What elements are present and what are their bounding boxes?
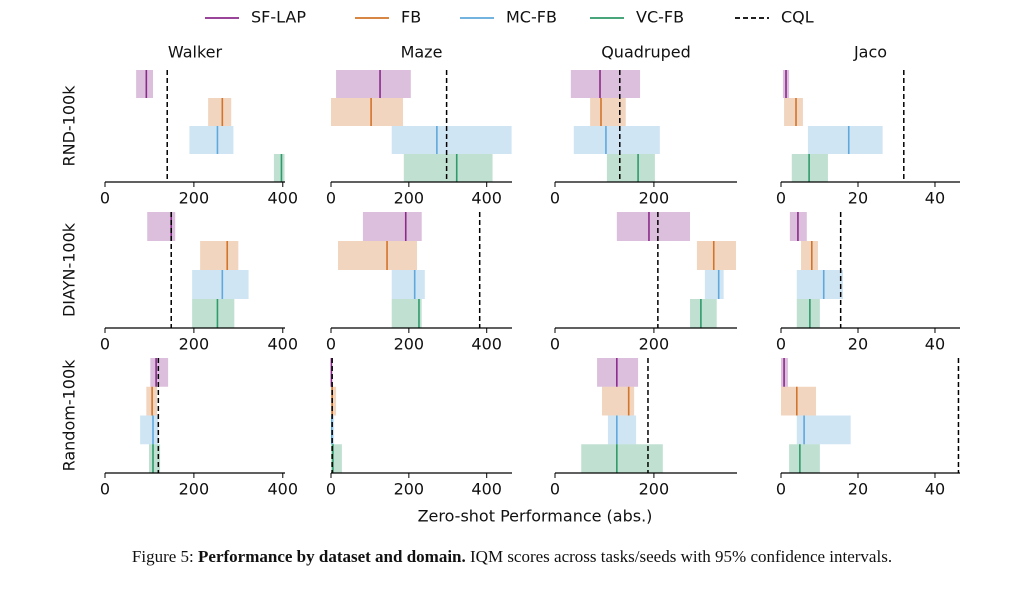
- x-tick-label: 20: [848, 189, 868, 208]
- ci-bar: [338, 241, 418, 270]
- legend-label: CQL: [781, 8, 814, 27]
- legend-label: MC-FB: [506, 8, 557, 27]
- ci-bar: [192, 270, 249, 299]
- ci-bar: [136, 70, 153, 98]
- ci-bar: [149, 444, 161, 473]
- ci-bar: [570, 70, 641, 98]
- x-tick-label: 200: [394, 189, 425, 208]
- x-tick-label: 0: [100, 480, 110, 499]
- x-tick-label: 40: [925, 189, 945, 208]
- ci-bar: [606, 154, 655, 182]
- ci-bar: [784, 98, 803, 126]
- ci-bar: [273, 154, 285, 182]
- x-tick-label: 400: [268, 335, 299, 354]
- panel-title: Jaco: [853, 43, 887, 62]
- ci-bar: [403, 154, 493, 182]
- caption: Figure 5: Performance by dataset and dom…: [132, 547, 892, 566]
- ci-bar: [801, 241, 818, 270]
- x-tick-label: 0: [100, 335, 110, 354]
- x-tick-label: 200: [179, 335, 210, 354]
- panel-title: Quadruped: [601, 43, 691, 62]
- ci-bar: [789, 444, 820, 473]
- ci-bar: [331, 444, 342, 473]
- x-tick-label: 200: [639, 189, 670, 208]
- ci-bar: [189, 126, 234, 154]
- ci-bar: [140, 415, 159, 445]
- ci-bar: [192, 299, 235, 328]
- ci-bar: [391, 126, 512, 154]
- ci-bar: [607, 415, 637, 445]
- ci-bar: [336, 70, 411, 98]
- legend-label: VC-FB: [636, 8, 684, 27]
- caption-bold: Performance by dataset and domain.: [198, 547, 466, 566]
- x-tick-label: 0: [326, 480, 336, 499]
- x-tick-label: 40: [925, 335, 945, 354]
- x-tick-label: 200: [179, 189, 210, 208]
- ci-bar: [796, 299, 820, 328]
- x-tick-label: 400: [471, 189, 502, 208]
- ci-bar: [391, 299, 422, 328]
- x-tick-label: 200: [394, 335, 425, 354]
- ci-bar: [573, 126, 660, 154]
- x-tick-label: 0: [326, 335, 336, 354]
- ci-bar: [362, 212, 422, 241]
- x-tick-label: 0: [100, 189, 110, 208]
- caption-label: Figure 5:: [132, 547, 194, 566]
- row-label: DIAYN-100k: [60, 222, 79, 317]
- ci-bar: [781, 386, 817, 416]
- x-tick-label: 0: [550, 335, 560, 354]
- ci-bar: [208, 98, 232, 126]
- ci-bar: [150, 358, 169, 387]
- panel-title: Walker: [168, 43, 223, 62]
- x-tick-label: 400: [268, 480, 299, 499]
- ci-bar: [796, 270, 843, 299]
- legend-label: FB: [401, 8, 421, 27]
- x-tick-label: 400: [471, 335, 502, 354]
- row-label: Random-100k: [60, 359, 79, 472]
- x-tick-label: 20: [848, 335, 868, 354]
- ci-bar: [696, 241, 737, 270]
- ci-bar: [200, 241, 239, 270]
- x-tick-label: 20: [848, 480, 868, 499]
- ci-bar: [807, 126, 883, 154]
- x-tick-label: 0: [550, 189, 560, 208]
- caption-text: IQM scores across tasks/seeds with 95% c…: [470, 547, 892, 566]
- panel-title: Maze: [401, 43, 443, 62]
- ci-bar: [690, 299, 717, 328]
- x-tick-label: 0: [326, 189, 336, 208]
- ci-bar: [796, 415, 851, 445]
- ci-bar: [331, 386, 337, 416]
- x-axis-label: Zero-shot Performance (abs.): [418, 507, 653, 526]
- legend-label: SF-LAP: [251, 8, 306, 27]
- x-tick-label: 200: [179, 480, 210, 499]
- ci-bar: [391, 270, 425, 299]
- x-tick-label: 40: [925, 480, 945, 499]
- x-tick-label: 400: [268, 189, 299, 208]
- ci-bar: [616, 212, 691, 241]
- x-tick-label: 0: [776, 189, 786, 208]
- x-tick-label: 0: [776, 480, 786, 499]
- ci-bar: [331, 98, 404, 126]
- ci-bar: [704, 270, 724, 299]
- x-tick-label: 200: [394, 480, 425, 499]
- x-tick-label: 400: [471, 480, 502, 499]
- x-tick-label: 200: [639, 335, 670, 354]
- x-tick-label: 0: [776, 335, 786, 354]
- x-tick-label: 200: [639, 480, 670, 499]
- ci-bar: [581, 444, 663, 473]
- row-label: RND-100k: [60, 85, 79, 167]
- x-tick-label: 0: [550, 480, 560, 499]
